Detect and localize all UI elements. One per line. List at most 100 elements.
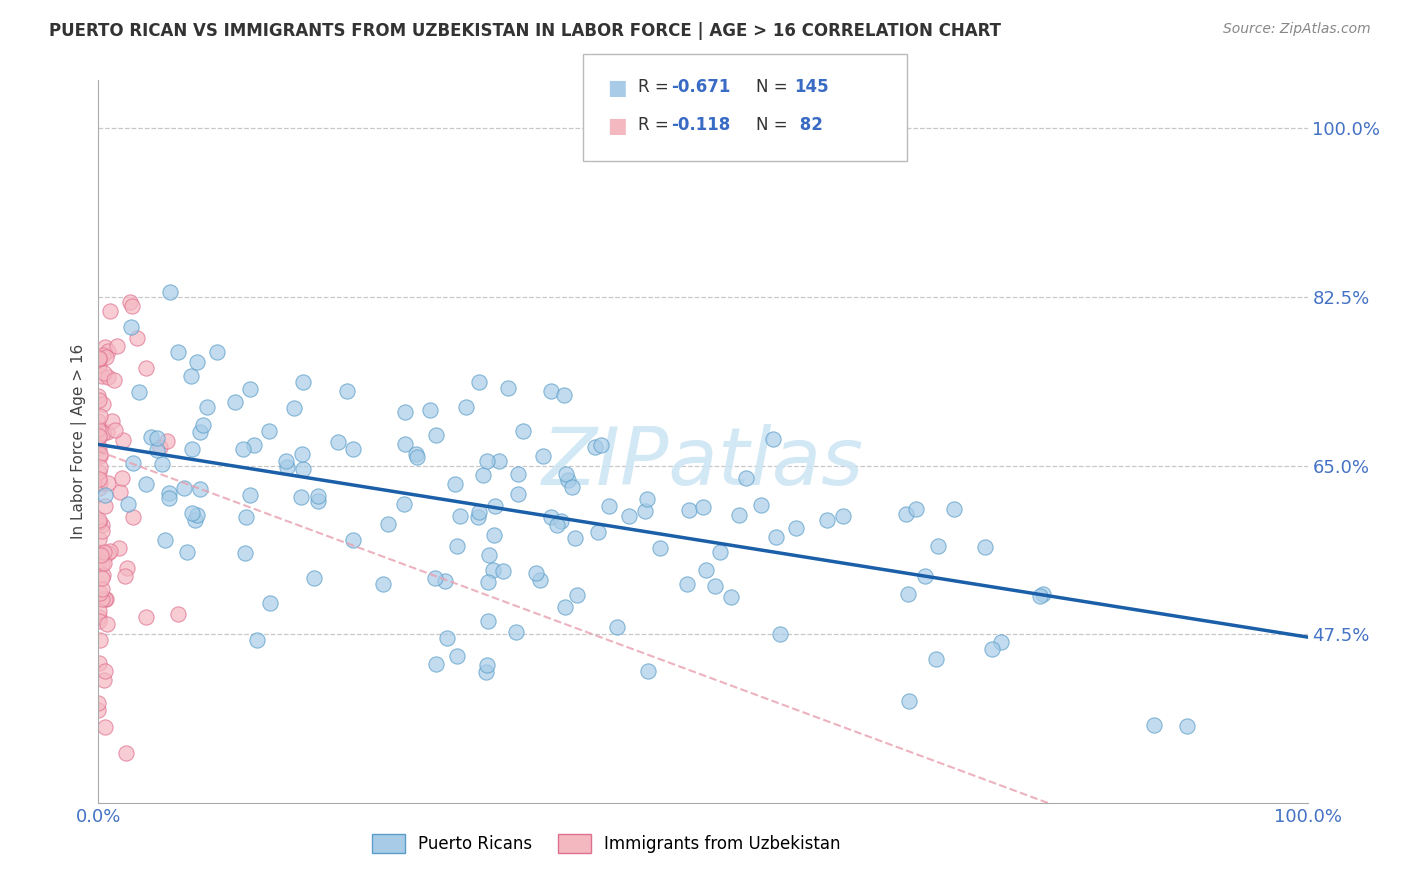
Point [89,586,111,600]
Point [105,339,128,353]
Point [89,472,111,486]
Point [89,358,111,372]
Point [120,319,142,334]
Point [180,506,202,520]
Point [974,541,997,555]
Point [259,596,281,610]
Point [128,384,150,399]
Point [676,577,699,591]
Point [87,465,110,479]
Point [233,546,256,560]
Point [484,500,506,514]
Point [224,394,246,409]
Point [650,541,672,556]
Point [557,473,579,487]
Point [898,694,921,708]
Point [173,481,195,495]
Point [146,442,169,457]
Point [89,459,111,474]
Point [529,574,551,588]
Text: PUERTO RICAN VS IMMIGRANTS FROM UZBEKISTAN IN LABOR FORCE | AGE > 16 CORRELATION: PUERTO RICAN VS IMMIGRANTS FROM UZBEKIST… [49,22,1001,40]
Point [89,429,111,443]
Point [377,516,399,531]
Point [186,355,208,369]
Point [87,544,110,558]
Point [302,571,325,585]
Point [94,340,117,354]
Point [89,656,111,670]
Point [307,494,329,508]
Point [91,591,114,606]
Point [94,592,117,607]
Text: 82: 82 [794,116,824,134]
Point [90,571,112,585]
Point [139,430,162,444]
Point [184,513,207,527]
Point [785,521,807,535]
Text: ZIPatlas: ZIPatlas [541,425,865,502]
Point [434,574,457,588]
Point [89,632,111,647]
Point [97,546,120,560]
Point [97,369,120,384]
Point [897,587,920,601]
Point [239,488,262,502]
Point [91,368,114,383]
Point [87,430,110,444]
Point [89,351,111,366]
Point [242,438,264,452]
Point [94,488,117,502]
Point [93,366,115,380]
Point [91,397,114,411]
Point [276,460,298,475]
Point [93,545,115,559]
Point [257,424,280,438]
Point [135,609,157,624]
Point [1032,587,1054,601]
Point [117,497,139,511]
Point [87,697,110,711]
Point [342,442,364,456]
Point [477,614,499,628]
Point [540,510,562,524]
Point [436,631,458,645]
Point [89,447,111,461]
Point [107,541,129,556]
Point [423,571,446,585]
Point [482,563,505,577]
Point [567,588,589,602]
Point [90,517,112,532]
Point [149,440,172,454]
Point [678,503,700,517]
Point [96,616,118,631]
Text: ■: ■ [607,116,627,136]
Point [394,405,416,419]
Point [87,389,110,403]
Point [496,381,519,395]
Point [90,548,112,562]
Point [942,502,965,516]
Point [336,384,359,398]
Text: 145: 145 [794,78,830,95]
Point [98,543,121,558]
Point [925,652,948,666]
Point [292,376,315,390]
Point [101,414,124,428]
Point [927,539,949,553]
Point [98,303,121,318]
Point [512,424,534,438]
Point [89,409,111,423]
Point [114,568,136,582]
Point [239,383,262,397]
Point [121,299,143,313]
Point [524,566,547,581]
Point [735,470,758,484]
Point [87,440,110,454]
Point [990,635,1012,649]
Point [87,351,110,365]
Point [93,592,115,607]
Point [283,401,305,415]
Point [617,508,640,523]
Point [425,428,447,442]
Point [326,434,349,449]
